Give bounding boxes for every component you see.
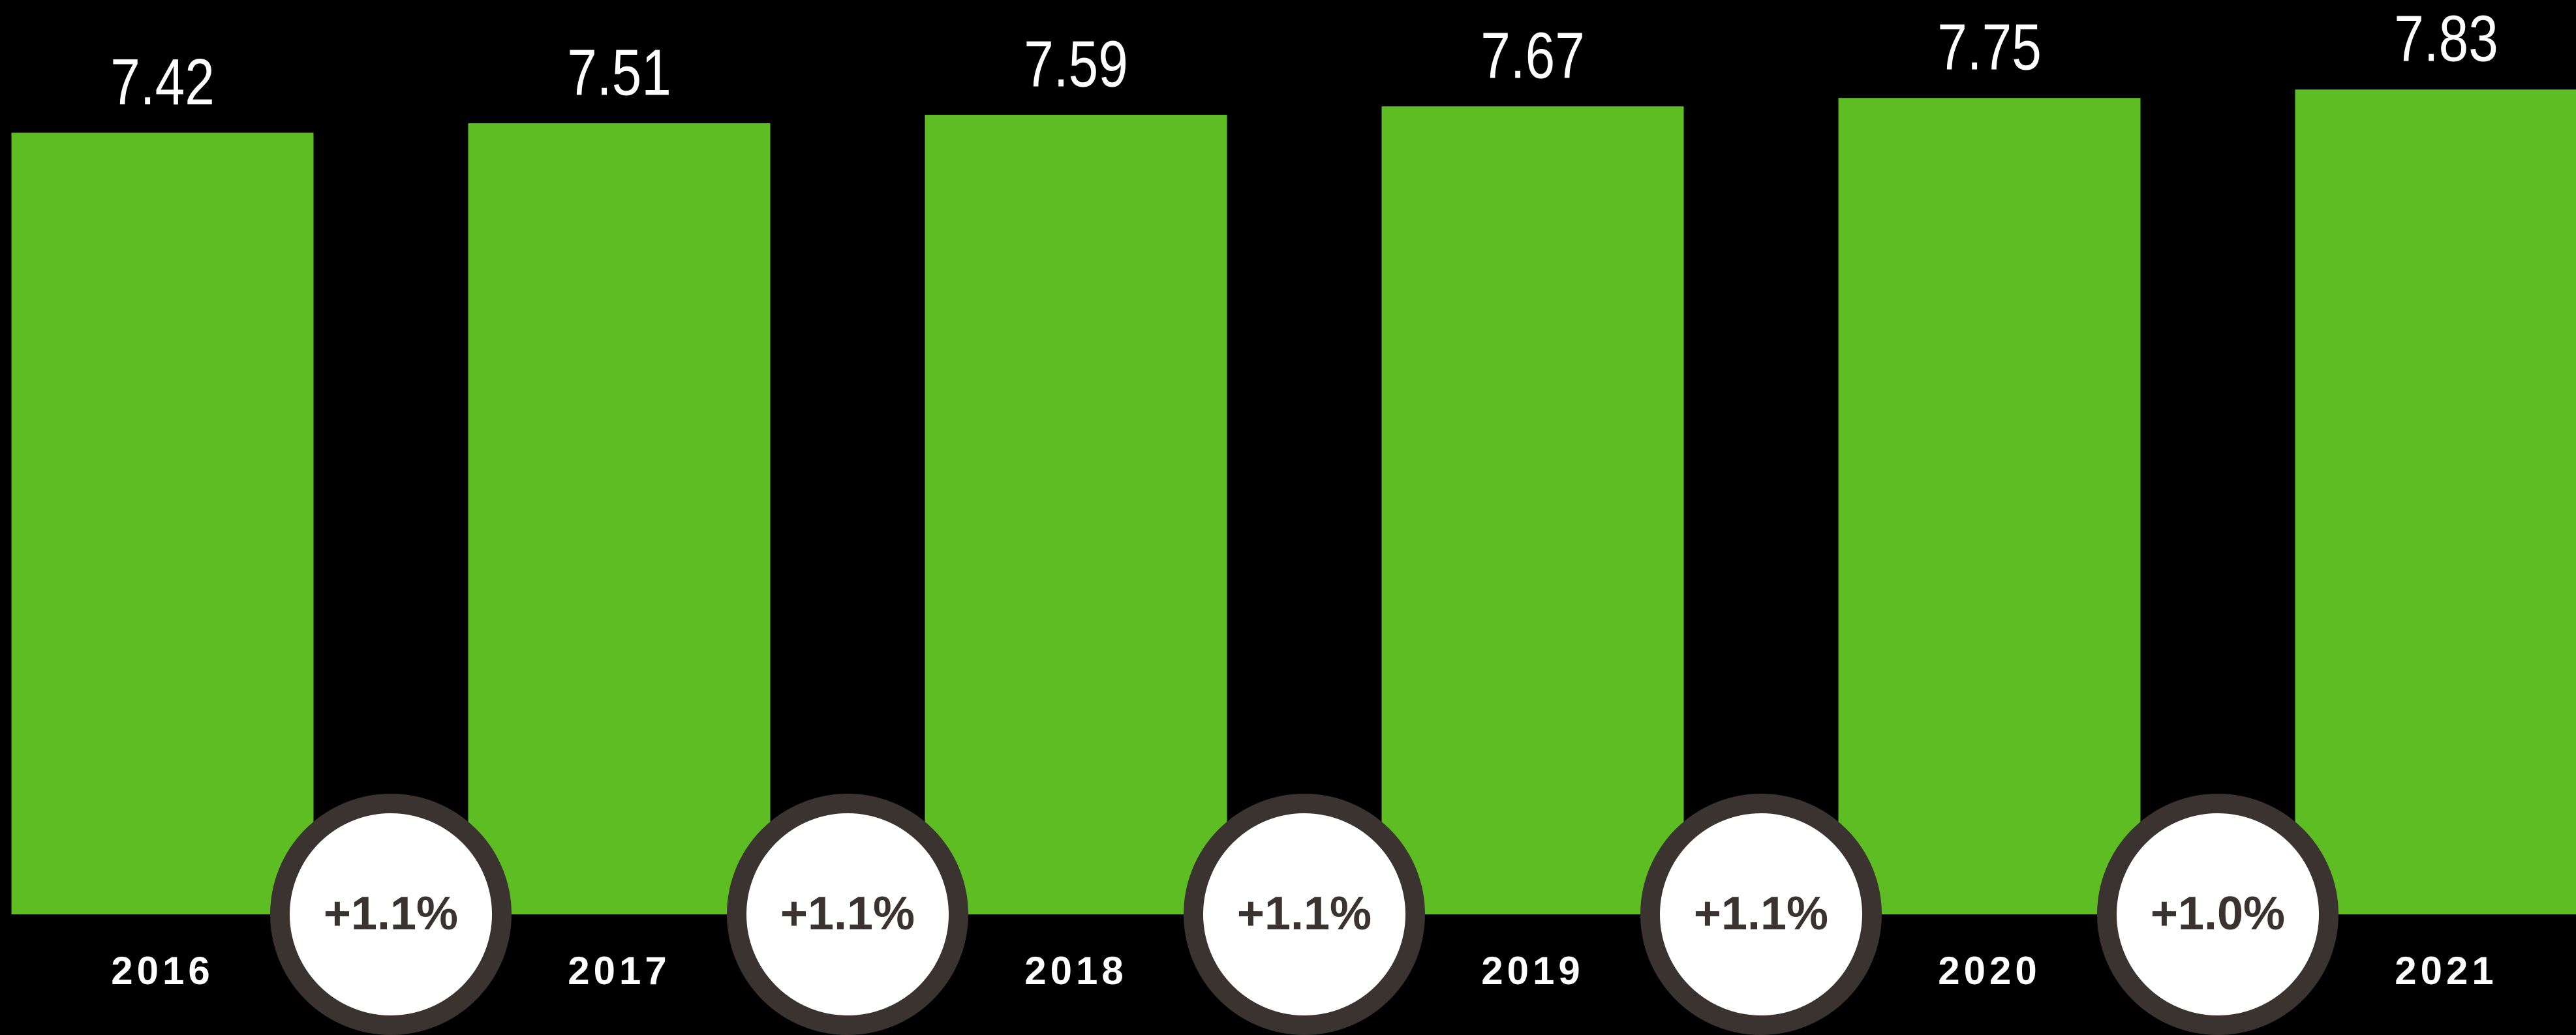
value-label: 7.51 (567, 37, 671, 110)
value-label: 7.83 (2394, 3, 2498, 76)
value-label: 7.42 (110, 46, 215, 119)
growth-label: +1.1% (1694, 888, 1828, 940)
value-label: 7.59 (1024, 28, 1128, 101)
bar (11, 132, 314, 915)
value-label: 7.67 (1480, 20, 1585, 93)
growth-label: +1.1% (1237, 888, 1372, 940)
bar (1381, 106, 1684, 914)
growth-label: +1.1% (324, 888, 458, 940)
x-tick-label: 2020 (1938, 949, 2040, 993)
x-tick-label: 2021 (2395, 949, 2497, 993)
growth-badge (1640, 794, 1882, 1035)
value-label: 7.75 (1937, 11, 2042, 84)
growth-badge (270, 794, 512, 1035)
x-tick-label: 2017 (568, 949, 670, 993)
x-tick-label: 2019 (1481, 949, 1584, 993)
bar (1838, 98, 2141, 915)
growth-label: +1.1% (780, 888, 915, 940)
growth-badge (2097, 794, 2338, 1035)
bar (468, 123, 771, 915)
growth-label: +1.0% (2151, 888, 2285, 940)
bar (2295, 89, 2576, 915)
growth-badge (727, 794, 968, 1035)
x-tick-label: 2018 (1024, 949, 1127, 993)
growth-badge (1184, 794, 1425, 1035)
bar (925, 115, 1227, 914)
x-tick-label: 2016 (111, 949, 213, 993)
